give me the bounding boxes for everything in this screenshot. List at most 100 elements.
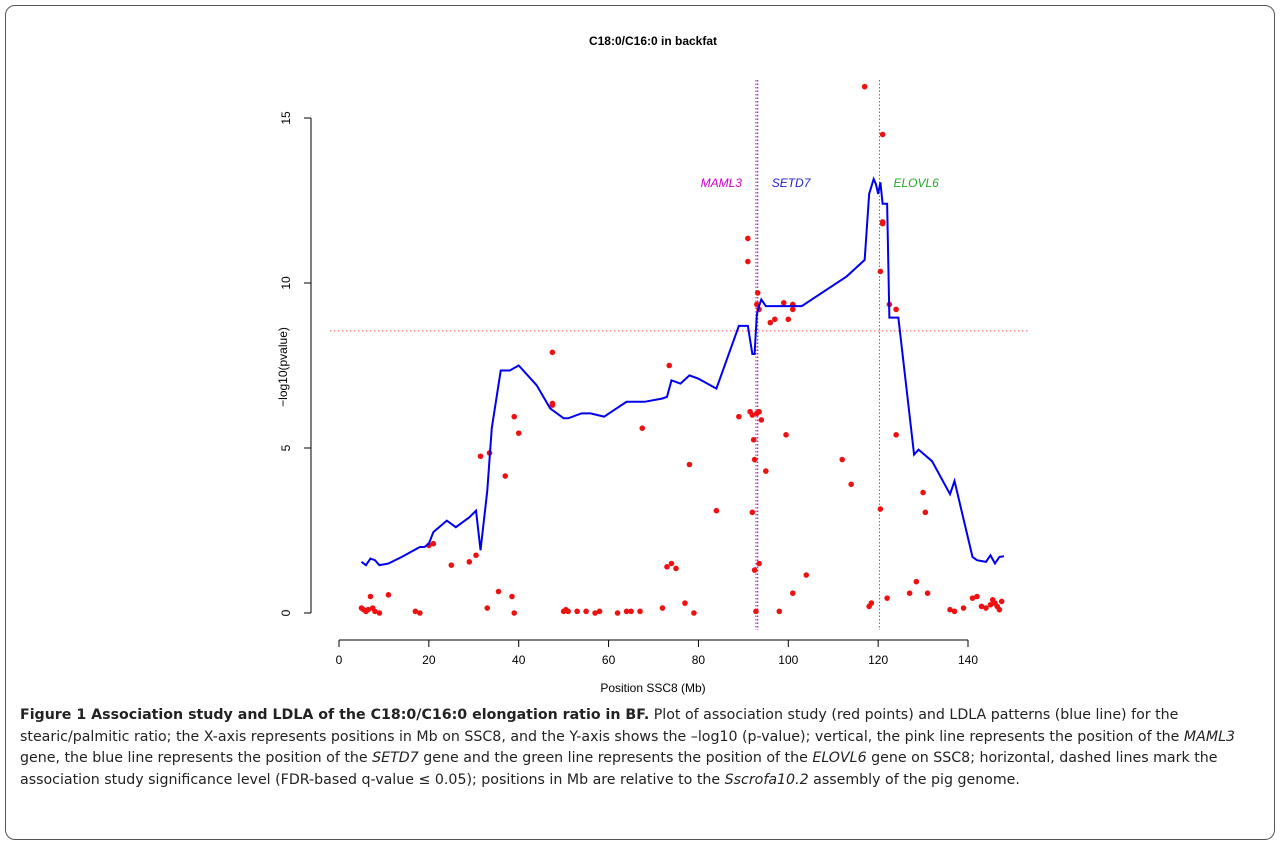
point (673, 565, 679, 572)
point (785, 316, 792, 323)
caption-text: assembly of the pig genome. (808, 771, 1020, 788)
point (592, 610, 598, 616)
y-tick-label: 5 (279, 444, 293, 451)
point (372, 608, 378, 615)
point (574, 608, 580, 615)
caption-text: gene and the green line represents the p… (418, 750, 813, 766)
point (682, 600, 688, 606)
point (686, 461, 693, 468)
point (502, 473, 509, 479)
point (565, 608, 571, 615)
point (922, 509, 929, 516)
point (780, 300, 787, 306)
point (495, 588, 502, 595)
point (884, 595, 890, 601)
point (745, 235, 751, 242)
point (960, 605, 967, 611)
point (879, 219, 886, 225)
point (736, 413, 742, 420)
point (803, 572, 810, 578)
point (430, 540, 437, 547)
y-tick-label: 0 (279, 609, 293, 616)
point (596, 608, 603, 615)
point (951, 608, 958, 615)
x-tick-label: 40 (512, 653, 526, 667)
point (996, 606, 1003, 613)
point (691, 610, 697, 616)
point (974, 593, 980, 600)
point (515, 430, 522, 436)
point (365, 606, 372, 613)
point (756, 560, 762, 567)
chart: C18:0/C16:0 in backfat Position SSC8 (Mb… (276, 34, 1028, 695)
point (924, 590, 931, 596)
x-tick-label: 60 (602, 653, 616, 667)
point (549, 402, 556, 408)
point (758, 417, 765, 423)
y-tick-label: 15 (279, 111, 293, 125)
point (713, 507, 720, 514)
y-axis-label: −log10(pvalue) (276, 327, 290, 407)
point (998, 598, 1005, 605)
point (763, 468, 769, 474)
caption-text: SETD7 (372, 750, 419, 766)
point (751, 567, 758, 573)
point (614, 610, 621, 616)
point (477, 453, 484, 460)
caption-text: Sscrofa10.2 (724, 771, 809, 788)
caption-text: gene on SSC8; horizontal, dashed lines m… (20, 750, 1218, 788)
point (861, 83, 868, 90)
point (983, 605, 989, 611)
point (750, 436, 757, 443)
point (868, 600, 875, 606)
point (367, 593, 374, 600)
point (668, 560, 675, 567)
point (628, 608, 634, 615)
point (987, 601, 994, 608)
point (772, 316, 778, 323)
point (473, 552, 479, 559)
point (877, 506, 884, 512)
point (751, 456, 758, 463)
caption-text: MAML3 (1183, 728, 1236, 745)
point (978, 603, 985, 610)
figure-frame (5, 5, 1275, 840)
point (385, 592, 392, 598)
point (789, 306, 796, 313)
point (789, 590, 796, 596)
point (412, 608, 419, 615)
x-tick-label: 100 (778, 653, 798, 667)
point (511, 610, 518, 616)
x-tick-label: 80 (692, 653, 706, 667)
point (913, 578, 920, 585)
point (511, 413, 518, 420)
point (893, 306, 899, 313)
x-tick-label: 0 (336, 653, 343, 667)
caption-text: Plot of association study (red points) a… (20, 707, 1184, 745)
caption-text: Figure 1 Association study and LDLA of t… (20, 707, 650, 723)
point (583, 608, 589, 615)
point (969, 595, 976, 601)
point (756, 408, 762, 415)
point (754, 290, 761, 296)
caption-text: gene, the blue line represents the posit… (20, 750, 373, 766)
x-tick-label: 120 (868, 653, 888, 667)
point (749, 412, 756, 418)
point (639, 425, 646, 432)
point (448, 562, 455, 568)
x-axis-label: Position SSC8 (Mb) (600, 681, 705, 695)
point (753, 608, 759, 615)
point (509, 593, 515, 600)
point (659, 605, 666, 611)
point (466, 559, 473, 565)
point (877, 268, 884, 275)
x-tick-label: 140 (958, 653, 978, 667)
point (767, 319, 774, 326)
point (549, 349, 556, 356)
y-tick-label: 10 (279, 276, 293, 290)
point (637, 608, 643, 615)
point (664, 564, 670, 570)
gene-label: SETD7 (772, 176, 812, 190)
point (848, 481, 854, 488)
